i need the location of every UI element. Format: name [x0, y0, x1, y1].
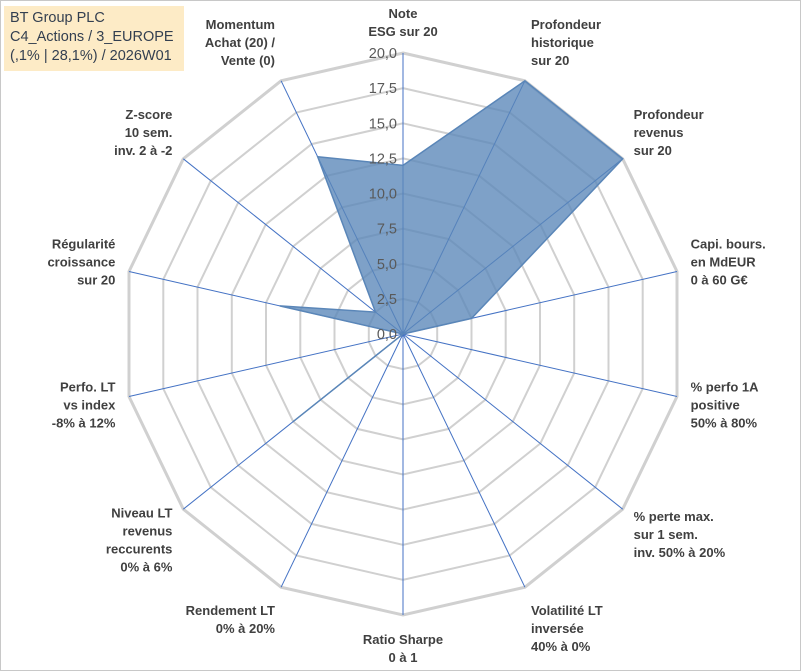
axis-spoke [402, 333, 678, 397]
axis-label: Régularité croissance sur 20 [47, 236, 115, 287]
title-line-2: C4_Actions / 3_EUROPE [10, 29, 174, 45]
axis-spoke [402, 333, 526, 588]
series-area [279, 79, 624, 423]
axis-label: Profondeur historique sur 20 [531, 17, 601, 68]
tick-label: 2,5 [377, 292, 397, 308]
axis-label: Note ESG sur 20 [368, 6, 437, 39]
tick-layer: 0,0 2,5 5,0 7,5 10,0 12,5 15,0 17,5 20,0 [369, 46, 397, 343]
tick-label: 12,5 [369, 151, 397, 167]
axis-label: Ratio Sharpe 0 à 1 [363, 632, 443, 665]
axis-label: Volatilité LT inversée 40% à 0% [531, 603, 603, 654]
axis-spoke [402, 333, 624, 510]
axis-label: Z-score 10 sem. inv. 2 à -2 [114, 107, 172, 158]
chart-title-box: BT Group PLC C4_Actions / 3_EUROPE (,1% … [4, 6, 184, 71]
series-layer [279, 79, 624, 423]
axis-label: % perte max. sur 1 sem. inv. 50% à 20% [634, 509, 726, 560]
tick-label: 7,5 [377, 222, 397, 238]
axis-label: Perfo. LT vs index -8% à 12% [52, 380, 116, 431]
title-line-3: (,1% | 28,1%) / 2026W01 [10, 48, 172, 64]
axis-label: Niveau LT revenus reccurents 0% à 6% [106, 505, 173, 574]
axis-label: % perfo 1A positive 50% à 80% [691, 380, 760, 431]
label-layer: Note ESG sur 20 Profondeur historique sur 20… [47, 6, 765, 665]
tick-label: 20,0 [369, 46, 397, 62]
tick-label: 15,0 [369, 116, 397, 132]
axis-label: Profondeur revenus sur 20 [634, 107, 704, 158]
axis-label: Rendement LT 0% à 20% [186, 603, 276, 636]
tick-label: 10,0 [369, 187, 397, 203]
axis-spoke [128, 333, 404, 397]
axis-spoke [280, 333, 404, 588]
tick-label: 0,0 [377, 327, 397, 343]
axis-label: Capi. bours. en MdEUR 0 à 60 G€ [691, 236, 766, 287]
tick-label: 5,0 [377, 257, 397, 273]
tick-label: 17,5 [369, 81, 397, 97]
axis-label: Momentum Achat (20) / Vente (0) [205, 17, 275, 68]
title-line-1: BT Group PLC [10, 10, 105, 26]
axis-spoke [182, 158, 404, 335]
